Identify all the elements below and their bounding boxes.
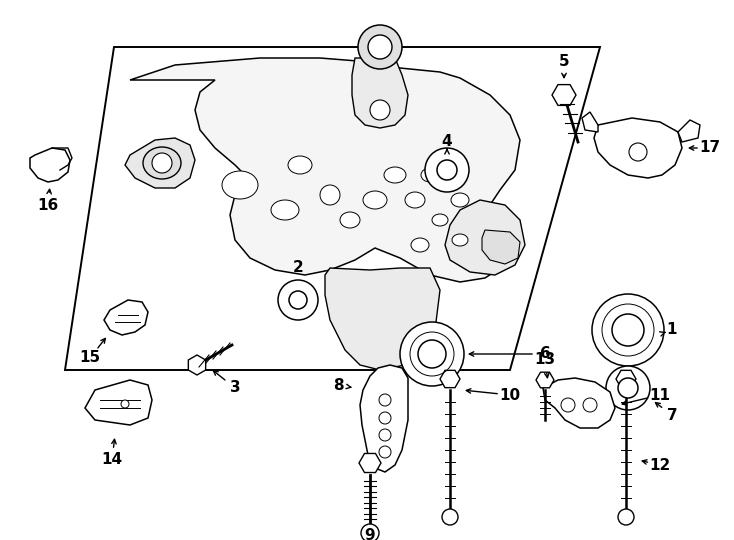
Circle shape [289, 291, 307, 309]
Ellipse shape [411, 238, 429, 252]
Circle shape [370, 100, 390, 120]
Circle shape [368, 35, 392, 59]
Circle shape [583, 398, 597, 412]
Circle shape [278, 280, 318, 320]
Circle shape [606, 366, 650, 410]
Polygon shape [552, 85, 576, 105]
Ellipse shape [340, 212, 360, 228]
Text: 16: 16 [37, 198, 59, 213]
Text: 14: 14 [101, 453, 123, 468]
Text: 1: 1 [666, 322, 677, 338]
Circle shape [437, 160, 457, 180]
Circle shape [152, 153, 172, 173]
Polygon shape [678, 120, 700, 142]
Circle shape [361, 524, 379, 540]
Text: 2: 2 [293, 260, 303, 275]
Ellipse shape [451, 193, 469, 207]
Ellipse shape [421, 168, 439, 182]
Ellipse shape [271, 200, 299, 220]
Circle shape [379, 429, 391, 441]
Circle shape [612, 314, 644, 346]
Text: 4: 4 [442, 134, 452, 150]
Circle shape [358, 25, 402, 69]
Polygon shape [543, 378, 615, 428]
Text: 12: 12 [650, 457, 671, 472]
Ellipse shape [432, 214, 448, 226]
Text: 10: 10 [499, 388, 520, 402]
Text: 17: 17 [700, 140, 721, 156]
Ellipse shape [452, 234, 468, 246]
Circle shape [418, 340, 446, 368]
Polygon shape [130, 58, 520, 282]
Text: 5: 5 [559, 55, 570, 70]
Polygon shape [440, 370, 460, 388]
Circle shape [425, 148, 469, 192]
Text: 7: 7 [666, 408, 677, 422]
Text: 9: 9 [365, 529, 375, 540]
Polygon shape [325, 268, 440, 370]
Polygon shape [352, 58, 408, 128]
Polygon shape [594, 118, 682, 178]
Ellipse shape [288, 156, 312, 174]
Circle shape [379, 446, 391, 458]
Polygon shape [125, 138, 195, 188]
Polygon shape [536, 372, 554, 388]
Polygon shape [582, 112, 598, 132]
Ellipse shape [222, 171, 258, 199]
Circle shape [442, 509, 458, 525]
Ellipse shape [363, 191, 387, 209]
Polygon shape [482, 230, 520, 264]
Polygon shape [359, 454, 381, 472]
Ellipse shape [320, 185, 340, 205]
Polygon shape [189, 355, 206, 375]
Circle shape [592, 294, 664, 366]
Text: 15: 15 [79, 350, 101, 366]
Circle shape [618, 509, 634, 525]
Polygon shape [616, 370, 636, 388]
Ellipse shape [384, 167, 406, 183]
Circle shape [629, 143, 647, 161]
Text: 8: 8 [333, 377, 344, 393]
Polygon shape [30, 148, 70, 182]
Text: 13: 13 [534, 353, 556, 368]
Circle shape [379, 394, 391, 406]
Ellipse shape [143, 147, 181, 179]
Polygon shape [85, 380, 152, 425]
Ellipse shape [405, 192, 425, 208]
Polygon shape [360, 365, 408, 472]
Text: 11: 11 [650, 388, 670, 402]
Circle shape [379, 412, 391, 424]
Polygon shape [104, 300, 148, 335]
Circle shape [121, 400, 129, 408]
Circle shape [400, 322, 464, 386]
Text: 6: 6 [539, 347, 550, 361]
Circle shape [561, 398, 575, 412]
Circle shape [618, 378, 638, 398]
Polygon shape [445, 200, 525, 275]
Text: 3: 3 [230, 381, 240, 395]
